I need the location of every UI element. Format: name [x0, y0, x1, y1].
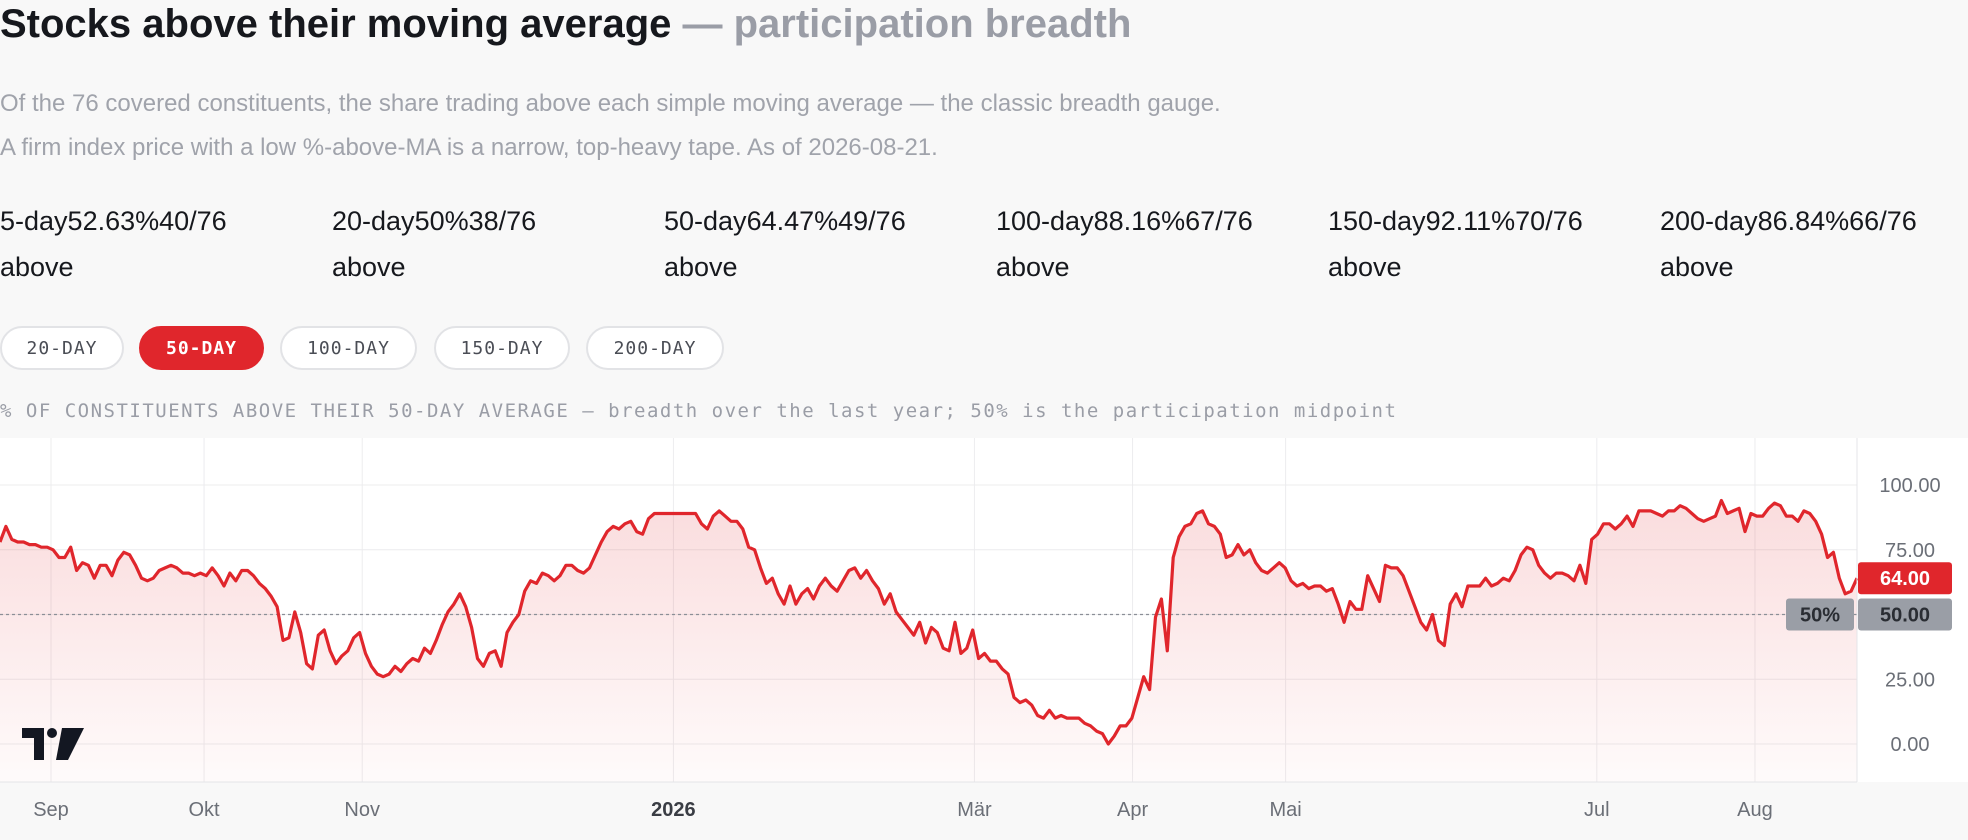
stat-200-day: 200-day86.84%66/76 above	[1660, 198, 1968, 290]
stat-period: 50-day	[664, 206, 747, 236]
stat-period: 200-day	[1660, 206, 1758, 236]
breadth-chart[interactable]: 100.00 75.00 50.00 25.00 0.00 Sep Okt Nov 2026 M…	[0, 438, 1968, 840]
tab-100-day[interactable]: 100-DAY	[280, 326, 417, 370]
stat-period: 100-day	[996, 206, 1094, 236]
series-area-fill	[0, 500, 1857, 782]
stat-period: 20-day	[332, 206, 415, 236]
midpoint-price-tag: 50.00	[1858, 598, 1952, 631]
stat-label: above	[0, 252, 74, 282]
x-tick-label: 2026	[651, 799, 696, 821]
tab-200-day[interactable]: 200-DAY	[586, 326, 724, 370]
stat-count: 67/76	[1185, 206, 1253, 236]
last-value-bg	[1858, 562, 1952, 595]
stat-pct: 64.47%	[746, 206, 839, 236]
stat-count: 49/76	[838, 206, 906, 236]
x-tick-label: Apr	[1117, 799, 1148, 821]
x-axis-ticks: Sep Okt Nov 2026 Mär Apr Mai Jul Aug	[33, 799, 1773, 821]
y-tick-label: 25.00	[1885, 669, 1935, 691]
x-tick-label: Jul	[1584, 799, 1610, 821]
chart-caption: % OF CONSTITUENTS ABOVE THEIR 50-DAY AVE…	[0, 400, 1398, 422]
x-tick-label: Nov	[344, 799, 380, 821]
series-line	[0, 498, 1859, 746]
tab-50-day[interactable]: 50-DAY	[139, 326, 264, 370]
y-tick-label: 75.00	[1885, 540, 1935, 562]
stat-pct: 86.84%	[1757, 206, 1850, 236]
stat-label: above	[1328, 252, 1402, 282]
stat-period: 150-day	[1328, 206, 1426, 236]
stat-pct: 50%	[414, 206, 469, 236]
stat-count: 40/76	[159, 206, 227, 236]
stat-period: 5-day	[0, 206, 68, 236]
x-tick-label: Mär	[957, 799, 992, 821]
x-tick-label: Okt	[189, 799, 221, 821]
logo-dot	[47, 728, 57, 738]
stat-pct: 92.11%	[1425, 206, 1516, 236]
midpoint-price-bg	[1858, 598, 1952, 631]
title-main: Stocks above their moving average	[0, 2, 672, 46]
midpoint-label: 50%	[1786, 598, 1854, 631]
tab-20-day[interactable]: 20-DAY	[0, 326, 124, 370]
stat-count: 70/76	[1515, 206, 1583, 236]
midpoint-label-text: 50%	[1800, 605, 1840, 627]
stat-5-day: 5-day52.63%40/76 above	[0, 198, 320, 290]
stat-100-day: 100-day88.16%67/76 above	[996, 198, 1316, 290]
page-title: Stocks above their moving average — part…	[0, 0, 1131, 48]
stat-20-day: 20-day50%38/76 above	[332, 198, 652, 290]
tab-150-day[interactable]: 150-DAY	[434, 326, 570, 370]
stat-label: above	[664, 252, 738, 282]
x-tick-label: Aug	[1737, 799, 1773, 821]
x-tick-label: Mai	[1269, 799, 1301, 821]
stat-label: above	[1660, 252, 1734, 282]
tradingview-logo	[22, 728, 84, 760]
stat-pct: 88.16%	[1093, 206, 1186, 236]
title-subtitle: — participation breadth	[682, 2, 1132, 46]
last-value-tag: 64.00	[1858, 562, 1952, 595]
y-tick-label: 100.00	[1879, 475, 1940, 497]
stat-count: 38/76	[468, 206, 537, 236]
stat-count: 66/76	[1849, 206, 1917, 236]
stats-row: 5-day52.63%40/76 above 20-day50%38/76 ab…	[0, 198, 1968, 290]
stat-label: above	[996, 252, 1070, 282]
last-value-text: 64.00	[1880, 568, 1930, 590]
stat-150-day: 150-day92.11%70/76 above	[1328, 198, 1648, 290]
midpoint-label-bg	[1786, 598, 1854, 631]
y-tick-label: 0.00	[1891, 734, 1930, 756]
midpoint-price-text: 50.00	[1880, 605, 1930, 627]
chart-svg[interactable]: 100.00 75.00 50.00 25.00 0.00 Sep Okt Nov 2026 M…	[0, 438, 1968, 840]
page-description: Of the 76 covered constituents, the shar…	[0, 90, 1221, 161]
logo-t-shape	[22, 728, 44, 760]
stat-pct: 52.63%	[67, 206, 160, 236]
stat-label: above	[332, 252, 406, 282]
stat-50-day: 50-day64.47%49/76 above	[664, 198, 984, 290]
x-tick-label: Sep	[33, 799, 69, 821]
logo-v-shape	[56, 728, 84, 760]
